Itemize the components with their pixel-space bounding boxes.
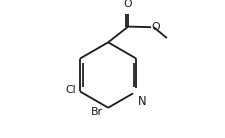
Text: O: O <box>123 0 132 9</box>
Text: O: O <box>151 22 160 32</box>
Text: Cl: Cl <box>65 85 75 95</box>
Text: Br: Br <box>91 107 103 117</box>
Text: N: N <box>137 95 146 108</box>
